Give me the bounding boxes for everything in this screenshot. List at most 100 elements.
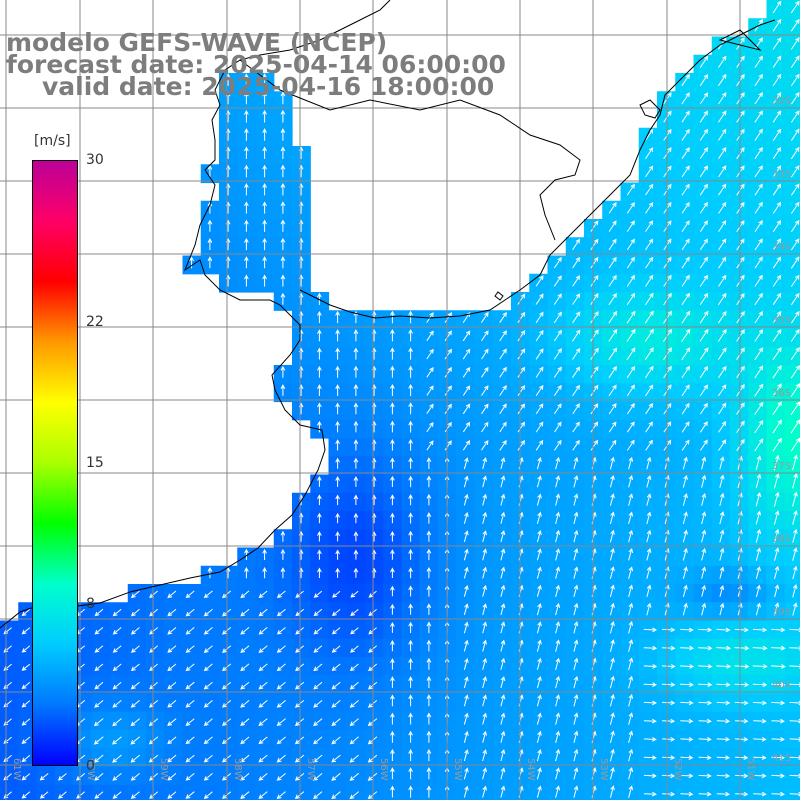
wind-arrow xyxy=(167,627,177,635)
wind-arrow xyxy=(350,590,359,598)
wind-arrow xyxy=(555,675,561,689)
wind-arrow xyxy=(573,621,579,634)
wind-arrow xyxy=(280,384,286,396)
longitude-labels: 61W 60W 59W 58W 57W 56W 55W 54W 53W 52W 51W xyxy=(11,758,756,781)
wind-arrow xyxy=(734,718,749,724)
wind-arrow xyxy=(262,183,267,196)
wind-arrow xyxy=(626,256,635,269)
wind-arrow xyxy=(555,493,561,506)
wind-arrow xyxy=(590,311,599,324)
wind-arrow xyxy=(94,773,104,781)
wind-arrow xyxy=(75,773,86,781)
wind-arrow xyxy=(130,645,140,653)
wind-arrow xyxy=(185,663,195,672)
wind-arrow xyxy=(353,512,359,524)
wind-arrow xyxy=(716,791,731,797)
wind-arrow xyxy=(773,491,780,507)
wind-arrow xyxy=(167,718,177,726)
wind-arrow xyxy=(390,530,395,542)
wind-arrow xyxy=(790,219,800,233)
wind-arrow xyxy=(590,366,599,378)
wind-arrow xyxy=(790,238,800,251)
wind-arrow xyxy=(244,237,249,251)
wind-arrow xyxy=(573,730,579,744)
wind-arrow xyxy=(130,608,140,617)
wind-arrow xyxy=(317,365,322,378)
wind-arrow xyxy=(699,292,709,306)
wind-arrow xyxy=(317,567,322,578)
wind-arrow xyxy=(499,330,507,342)
longitude-label: 59W xyxy=(158,758,169,781)
wind-arrow xyxy=(609,566,615,579)
wind-arrow xyxy=(701,511,707,525)
wind-arrow xyxy=(572,275,581,287)
wind-arrow xyxy=(716,664,732,669)
wind-arrow xyxy=(754,201,763,214)
wind-arrow xyxy=(408,676,413,688)
wind-arrow xyxy=(130,663,140,672)
wind-arrow xyxy=(280,548,286,560)
wind-arrow xyxy=(536,566,542,579)
longitude-label: 56W xyxy=(378,758,389,781)
wind-arrow xyxy=(39,773,49,781)
wind-arrow xyxy=(609,602,615,616)
wind-arrow xyxy=(645,238,654,251)
wind-arrow xyxy=(148,700,159,708)
wind-arrow xyxy=(717,310,727,324)
wind-arrow xyxy=(244,164,249,178)
wind-arrow xyxy=(790,128,800,141)
wind-arrow xyxy=(719,547,725,561)
wind-arrow xyxy=(719,474,725,488)
wind-arrow xyxy=(353,567,359,578)
wind-arrow xyxy=(353,365,359,378)
wind-cell xyxy=(675,784,695,800)
latitude-labels: 32S 33S 34S 35S 36S 37S 38S 39S 40S 41S xyxy=(772,96,791,764)
wind-arrow xyxy=(203,608,213,617)
wind-arrow xyxy=(573,712,579,725)
wind-arrow xyxy=(572,347,581,360)
wind-arrow xyxy=(680,755,694,760)
wind-arrow xyxy=(130,681,140,690)
wind-arrow xyxy=(130,718,141,727)
wind-arrow xyxy=(244,128,249,141)
wind-arrow xyxy=(353,549,359,560)
wind-cell xyxy=(18,784,38,800)
wind-arrow xyxy=(628,620,634,634)
wind-cell xyxy=(54,784,74,800)
wind-arrow xyxy=(335,310,340,324)
wind-arrow xyxy=(626,274,635,287)
wind-arrow xyxy=(185,681,195,690)
wind-arrow xyxy=(317,402,322,415)
wind-arrow xyxy=(408,621,413,633)
wind-arrow xyxy=(262,219,267,232)
wind-arrow xyxy=(645,439,653,451)
wind-arrow xyxy=(94,700,104,708)
wind-arrow xyxy=(313,791,323,800)
wind-arrow xyxy=(390,420,395,433)
longitude-label: 61W xyxy=(11,758,22,781)
wind-arrow xyxy=(185,700,195,708)
wind-arrow xyxy=(772,310,782,324)
wind-arrow xyxy=(699,238,708,251)
wind-arrow xyxy=(313,627,323,635)
wind-cell xyxy=(328,784,348,800)
wind-arrow xyxy=(408,748,413,761)
longitude-label: 51W xyxy=(745,758,756,781)
wind-arrow xyxy=(500,657,506,670)
wind-arrow xyxy=(645,220,654,232)
wind-arrow xyxy=(790,165,800,178)
wind-arrow xyxy=(463,621,469,634)
wind-arrow xyxy=(608,256,617,269)
wind-arrow xyxy=(644,347,654,361)
wind-arrow xyxy=(408,457,413,469)
wind-arrow xyxy=(390,585,395,597)
wind-arrow xyxy=(643,791,657,797)
wind-arrow xyxy=(463,639,469,652)
wind-arrow xyxy=(111,736,122,745)
wind-cell xyxy=(784,602,800,622)
wind-arrow xyxy=(573,767,579,780)
wind-arrow xyxy=(716,645,732,651)
wind-arrow xyxy=(774,528,780,543)
wind-arrow xyxy=(734,627,749,633)
wind-arrow xyxy=(313,700,323,708)
